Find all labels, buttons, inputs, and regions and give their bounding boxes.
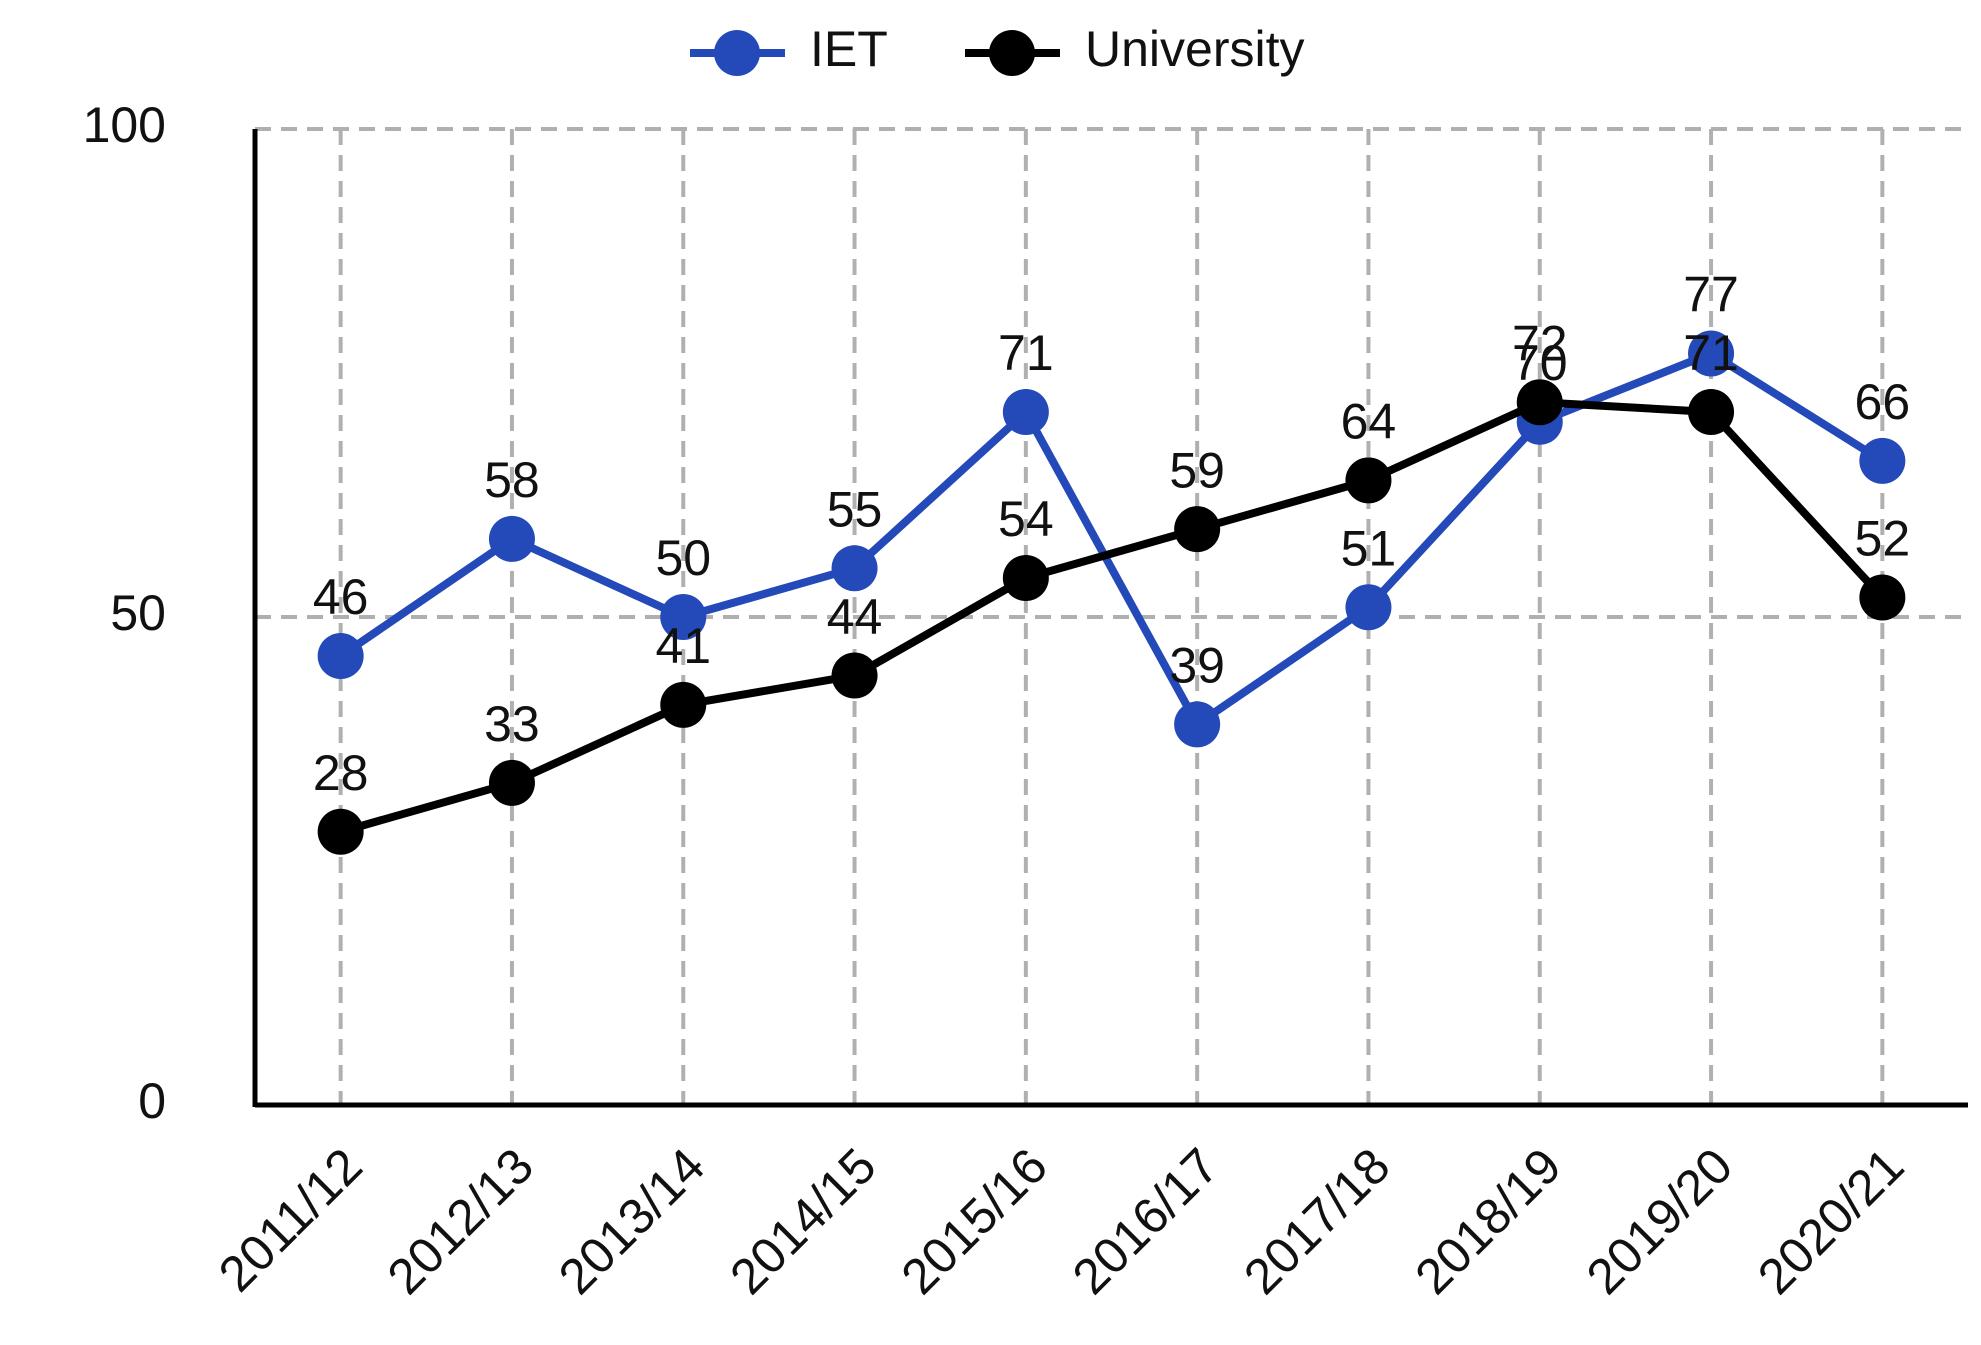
data-label: 55 (827, 481, 883, 537)
x-tick-label: 2012/13 (377, 1138, 544, 1305)
series-line (338, 349, 1885, 729)
data-label: 28 (313, 745, 369, 801)
point (660, 681, 707, 728)
point (831, 652, 878, 699)
legend-label: IET (810, 21, 888, 77)
point (660, 594, 707, 640)
point (1688, 330, 1735, 377)
data-label: 39 (1169, 638, 1225, 694)
y-tick-label: 0 (138, 1073, 166, 1129)
point (1345, 457, 1392, 504)
x-tick-label: 2013/14 (548, 1138, 715, 1305)
point (1002, 389, 1049, 436)
point (1345, 584, 1392, 631)
series-line (339, 398, 1886, 836)
data-label: 71 (998, 325, 1054, 381)
point (831, 545, 878, 592)
data-label: 50 (655, 530, 711, 586)
data-label: 71 (1683, 325, 1739, 381)
data-label: 41 (655, 618, 711, 674)
data-label: 66 (1855, 374, 1911, 430)
point (317, 808, 364, 855)
legend-marker (714, 30, 760, 76)
y-tick-label: 100 (83, 97, 166, 153)
point (1174, 701, 1221, 748)
y-tick-label: 50 (110, 585, 166, 641)
point (1174, 506, 1221, 553)
data-label: 54 (998, 491, 1054, 547)
data-label: 46 (313, 569, 369, 625)
x-tick-label: 2019/20 (1576, 1138, 1743, 1305)
x-tick-label: 2014/15 (719, 1138, 886, 1305)
data-label: 51 (1341, 520, 1397, 576)
legend-marker (989, 30, 1035, 76)
data-label: 52 (1855, 511, 1911, 567)
data-label: 64 (1341, 394, 1397, 450)
data-label: 59 (1169, 442, 1225, 498)
point (1516, 379, 1563, 426)
x-tick-label: 2011/12 (208, 1138, 373, 1303)
point (317, 633, 364, 680)
data-label: 58 (484, 452, 540, 508)
point (488, 759, 535, 806)
point (1859, 574, 1906, 621)
x-tick-label: 2017/18 (1233, 1138, 1400, 1305)
point (488, 515, 535, 562)
data-label: 44 (827, 589, 883, 645)
x-tick-label: 2018/19 (1404, 1138, 1571, 1305)
x-tick-label: 2015/16 (891, 1138, 1058, 1305)
point (1002, 554, 1049, 601)
data-label: 72 (1512, 315, 1568, 371)
legend-label: University (1085, 21, 1304, 77)
data-label: 33 (484, 696, 540, 752)
x-tick-label: 2016/17 (1062, 1138, 1229, 1305)
x-tick-label: 2020/21 (1747, 1138, 1914, 1305)
data-label: 77 (1683, 267, 1739, 323)
point (1688, 389, 1735, 436)
point (1859, 437, 1906, 484)
